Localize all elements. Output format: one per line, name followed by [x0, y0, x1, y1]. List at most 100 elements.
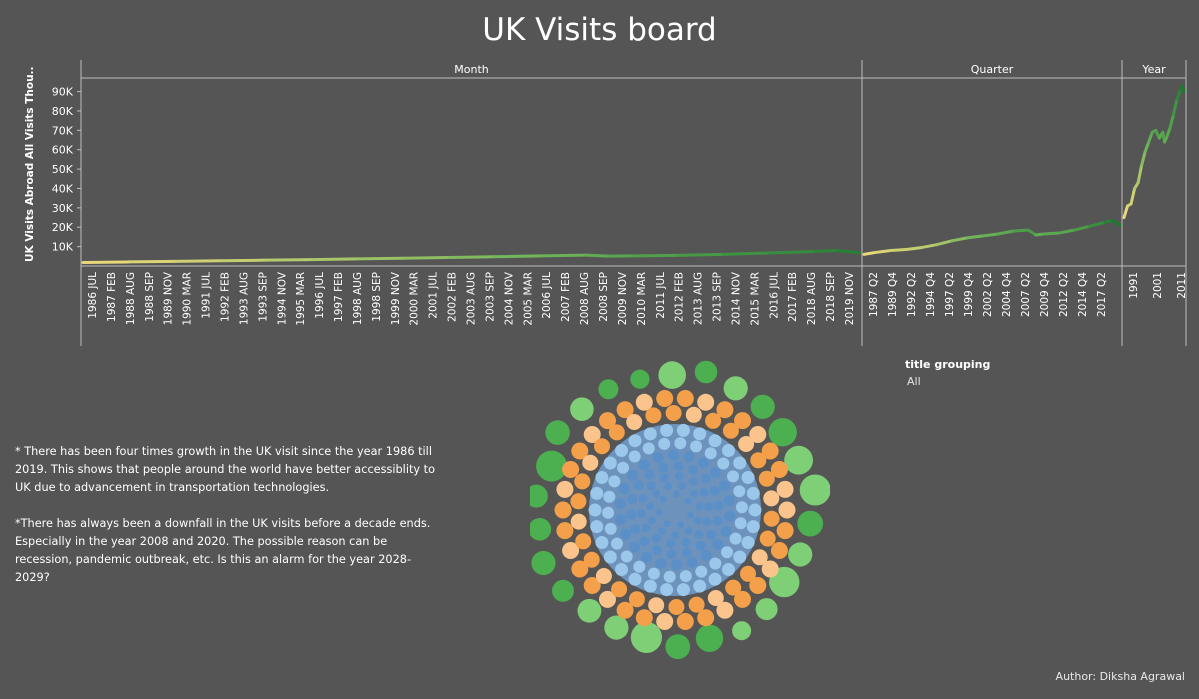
- bubble-blue[interactable]: [617, 461, 629, 474]
- bubble-orange[interactable]: [716, 401, 734, 419]
- bubble-blue[interactable]: [664, 482, 672, 490]
- bubble-orange[interactable]: [648, 597, 665, 614]
- bubble-blue[interactable]: [658, 437, 671, 450]
- bubble-orange[interactable]: [685, 406, 702, 423]
- bubble-blue[interactable]: [603, 490, 616, 503]
- bubble-green[interactable]: [545, 420, 570, 445]
- bubble-orange[interactable]: [583, 551, 600, 568]
- bubble-blue[interactable]: [688, 464, 699, 475]
- bubble-orange[interactable]: [582, 454, 599, 471]
- bubble-orange[interactable]: [599, 590, 616, 608]
- bubble-green[interactable]: [604, 615, 629, 640]
- bubble-blue[interactable]: [693, 516, 702, 525]
- bubble-blue[interactable]: [681, 537, 691, 547]
- bubble-blue[interactable]: [636, 508, 646, 518]
- filter-value[interactable]: All: [907, 375, 921, 388]
- bubble-orange[interactable]: [616, 401, 634, 419]
- bubble-blue[interactable]: [611, 537, 623, 550]
- bubble-orange[interactable]: [635, 609, 653, 627]
- bubble-green[interactable]: [799, 474, 830, 506]
- bubble-blue[interactable]: [679, 570, 692, 583]
- bubble-green[interactable]: [630, 621, 662, 653]
- bubble-blue[interactable]: [722, 563, 735, 576]
- bubble-blue[interactable]: [674, 471, 684, 481]
- bubble-blue[interactable]: [602, 506, 615, 519]
- bubble-orange[interactable]: [697, 393, 715, 411]
- bubble-blue[interactable]: [641, 523, 651, 533]
- bubble-orange[interactable]: [556, 522, 574, 540]
- bubble-blue[interactable]: [748, 503, 762, 517]
- bubble-orange[interactable]: [749, 426, 767, 443]
- bubble-blue[interactable]: [620, 550, 633, 563]
- bubble-blue[interactable]: [708, 572, 722, 586]
- bubble-orange[interactable]: [758, 470, 775, 487]
- bubble-blue[interactable]: [686, 556, 698, 568]
- bubble-blue[interactable]: [677, 521, 685, 529]
- bubble-blue[interactable]: [614, 498, 626, 510]
- bubble-blue[interactable]: [676, 423, 690, 437]
- bubble-blue[interactable]: [620, 528, 632, 540]
- bubble-green[interactable]: [531, 550, 556, 576]
- bubble-orange[interactable]: [626, 414, 643, 430]
- bubble-orange[interactable]: [759, 530, 776, 547]
- bubble-green[interactable]: [769, 566, 800, 598]
- bubble-orange[interactable]: [676, 390, 694, 407]
- bubble-orange[interactable]: [656, 613, 674, 630]
- bubble-blue[interactable]: [695, 540, 706, 551]
- bubble-blue[interactable]: [638, 493, 648, 503]
- bubble-blue[interactable]: [690, 440, 703, 453]
- bubble-blue[interactable]: [618, 483, 630, 495]
- bubble-orange[interactable]: [656, 390, 674, 407]
- bubble-blue[interactable]: [709, 486, 720, 496]
- bubble-orange[interactable]: [676, 613, 694, 630]
- bubble-blue[interactable]: [733, 550, 747, 564]
- bubble-green[interactable]: [723, 376, 748, 401]
- bubble-blue[interactable]: [713, 500, 724, 511]
- bubble-orange[interactable]: [705, 412, 722, 429]
- bubble-blue[interactable]: [588, 503, 602, 517]
- bubble-blue[interactable]: [660, 583, 674, 597]
- bubble-green[interactable]: [732, 621, 752, 641]
- bubble-blue[interactable]: [724, 510, 736, 522]
- bubble-blue[interactable]: [638, 459, 650, 471]
- bubble-blue[interactable]: [647, 567, 660, 580]
- bubble-orange[interactable]: [734, 412, 751, 430]
- bubble-orange[interactable]: [688, 596, 705, 613]
- bubble-blue[interactable]: [689, 477, 698, 486]
- bubble-blue[interactable]: [667, 449, 679, 461]
- bubble-blue[interactable]: [629, 541, 640, 553]
- bubble-blue[interactable]: [733, 456, 747, 470]
- bubble-blue[interactable]: [604, 522, 617, 535]
- bubble-blue[interactable]: [702, 517, 712, 527]
- bubble-green[interactable]: [665, 634, 691, 660]
- bubble-orange[interactable]: [554, 501, 572, 519]
- bubble-green[interactable]: [598, 379, 619, 400]
- bubble-blue[interactable]: [673, 461, 684, 472]
- bubble-blue[interactable]: [699, 487, 709, 497]
- bubble-blue[interactable]: [643, 579, 657, 593]
- bubble-green[interactable]: [630, 369, 650, 389]
- bubble-blue[interactable]: [663, 570, 676, 583]
- bubble-blue[interactable]: [595, 471, 609, 484]
- bubble-blue[interactable]: [657, 527, 666, 535]
- bubble-blue[interactable]: [741, 471, 755, 484]
- bubble-blue[interactable]: [734, 517, 747, 530]
- bubble-blue[interactable]: [652, 534, 661, 543]
- bubble-green[interactable]: [694, 360, 718, 384]
- bubble-orange[interactable]: [575, 533, 592, 550]
- bubble-blue[interactable]: [641, 551, 653, 563]
- bubble-green[interactable]: [536, 450, 568, 482]
- bubble-blue[interactable]: [689, 489, 698, 498]
- bubble-blue[interactable]: [627, 494, 638, 505]
- bubble-blue[interactable]: [704, 502, 714, 512]
- bubble-green[interactable]: [768, 418, 797, 447]
- bubble-blue[interactable]: [663, 520, 671, 528]
- bubble-blue[interactable]: [746, 486, 760, 500]
- bubble-orange[interactable]: [668, 599, 685, 615]
- bubble-blue[interactable]: [671, 531, 679, 539]
- bubble-blue[interactable]: [615, 563, 628, 576]
- bubble-blue[interactable]: [639, 536, 650, 547]
- bubble-orange[interactable]: [707, 590, 724, 606]
- bubble-blue[interactable]: [648, 516, 657, 525]
- bubble-green[interactable]: [530, 518, 552, 541]
